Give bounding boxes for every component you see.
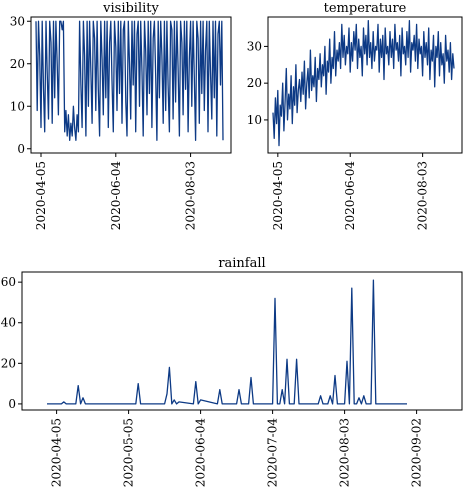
x-tick-label: 2020-04-05 <box>271 161 285 230</box>
y-tick-label: 10 <box>247 113 262 127</box>
x-tick-label: 2020-08-03 <box>184 161 198 230</box>
series-line <box>35 20 224 141</box>
temperature-panel: temperature 10 20 30 2020-04-05 2020-06-04 202… <box>247 1 463 231</box>
x-tick-label: 2020-06-04 <box>194 418 208 488</box>
x-tick-label: 2020-04-05 <box>34 161 48 230</box>
y-tick-label: 30 <box>10 14 25 28</box>
x-tick-label: 2020-08-03 <box>338 418 352 487</box>
x-tick-label: 2020-09-02 <box>410 418 424 487</box>
chart-title: temperature <box>324 1 407 16</box>
y-tick-label: 0 <box>8 397 16 411</box>
plot-frame <box>30 16 232 154</box>
y-tick-label: 20 <box>10 57 25 71</box>
rainfall-panel: rainfall 0 20 40 60 2020-04-05 2020-05-05 2020-… <box>1 256 463 488</box>
x-tick-label: 2020-07-04 <box>266 418 280 488</box>
y-tick-label: 20 <box>1 356 16 370</box>
y-tick-label: 10 <box>10 99 25 113</box>
y-tick-label: 20 <box>247 76 262 90</box>
x-tick-label: 2020-06-04 <box>109 161 123 231</box>
y-tick-label: 40 <box>1 316 16 330</box>
y-tick-label: 30 <box>247 39 262 53</box>
x-tick-label: 2020-08-03 <box>416 161 430 230</box>
plot-frame <box>267 16 463 154</box>
x-tick-label: 2020-04-05 <box>50 418 64 487</box>
chart-title: rainfall <box>218 256 265 271</box>
y-tick-label: 60 <box>1 275 16 289</box>
series-line <box>47 279 407 405</box>
plot-frame <box>21 271 463 411</box>
chart-title: visibility <box>102 1 159 16</box>
y-tick-label: 0 <box>17 142 25 156</box>
visibility-panel: visibility 0 10 20 30 2020-04-05 2020-06-04 202… <box>10 1 232 231</box>
x-tick-label: 2020-05-05 <box>122 418 136 487</box>
x-tick-label: 2020-06-04 <box>343 161 357 231</box>
series-line <box>272 20 455 147</box>
